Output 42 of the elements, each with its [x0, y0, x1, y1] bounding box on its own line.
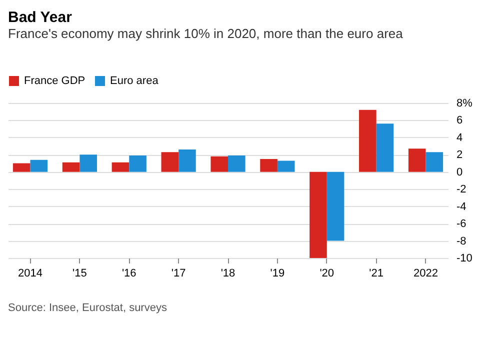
bar — [12, 163, 30, 172]
bar — [408, 148, 426, 172]
x-tick-label: '17 — [171, 268, 186, 280]
bar — [359, 110, 376, 172]
bar — [310, 172, 327, 258]
x-tick-label: 2014 — [18, 268, 42, 280]
x-tick-label: '19 — [270, 268, 285, 280]
y-tick-label: 0 — [456, 166, 463, 178]
y-tick-label: 8% — [456, 98, 473, 110]
y-tick-label: 6 — [456, 114, 463, 127]
x-tick-label: '18 — [220, 268, 236, 280]
chart-title: Bad Year — [8, 9, 72, 26]
chart-subtitle: France's economy may shrink 10% in 2020, more than the euro area — [8, 26, 404, 41]
bar — [426, 152, 444, 172]
bar — [112, 162, 130, 172]
bar — [62, 162, 80, 172]
x-tick-label: 2022 — [414, 268, 438, 280]
y-tick-label: 2 — [456, 149, 463, 162]
legend-label: France GDP — [24, 75, 86, 87]
x-tick-label: '15 — [72, 268, 87, 280]
y-tick-label: 4 — [456, 132, 463, 144]
bar — [210, 156, 228, 172]
bar — [326, 172, 344, 241]
x-tick-label: '21 — [369, 268, 384, 280]
source-note: Source: Insee, Eurostat, surveys — [8, 302, 168, 314]
bar — [260, 158, 278, 172]
y-tick-label: -2 — [456, 184, 466, 196]
y-tick-label: -6 — [456, 218, 466, 230]
x-tick-label: '20 — [320, 268, 334, 280]
bar — [178, 150, 196, 172]
bar — [277, 160, 295, 172]
bar — [376, 124, 394, 172]
bar — [129, 156, 146, 172]
y-tick-label: -8 — [456, 235, 466, 248]
bar — [161, 152, 179, 172]
bar — [80, 154, 97, 172]
y-tick-label: -10 — [456, 252, 472, 264]
y-tick-label: -4 — [456, 200, 466, 213]
bar — [30, 160, 48, 172]
bar — [228, 156, 246, 172]
x-tick-label: '16 — [122, 268, 136, 280]
legend-label: Euro area — [110, 75, 160, 87]
